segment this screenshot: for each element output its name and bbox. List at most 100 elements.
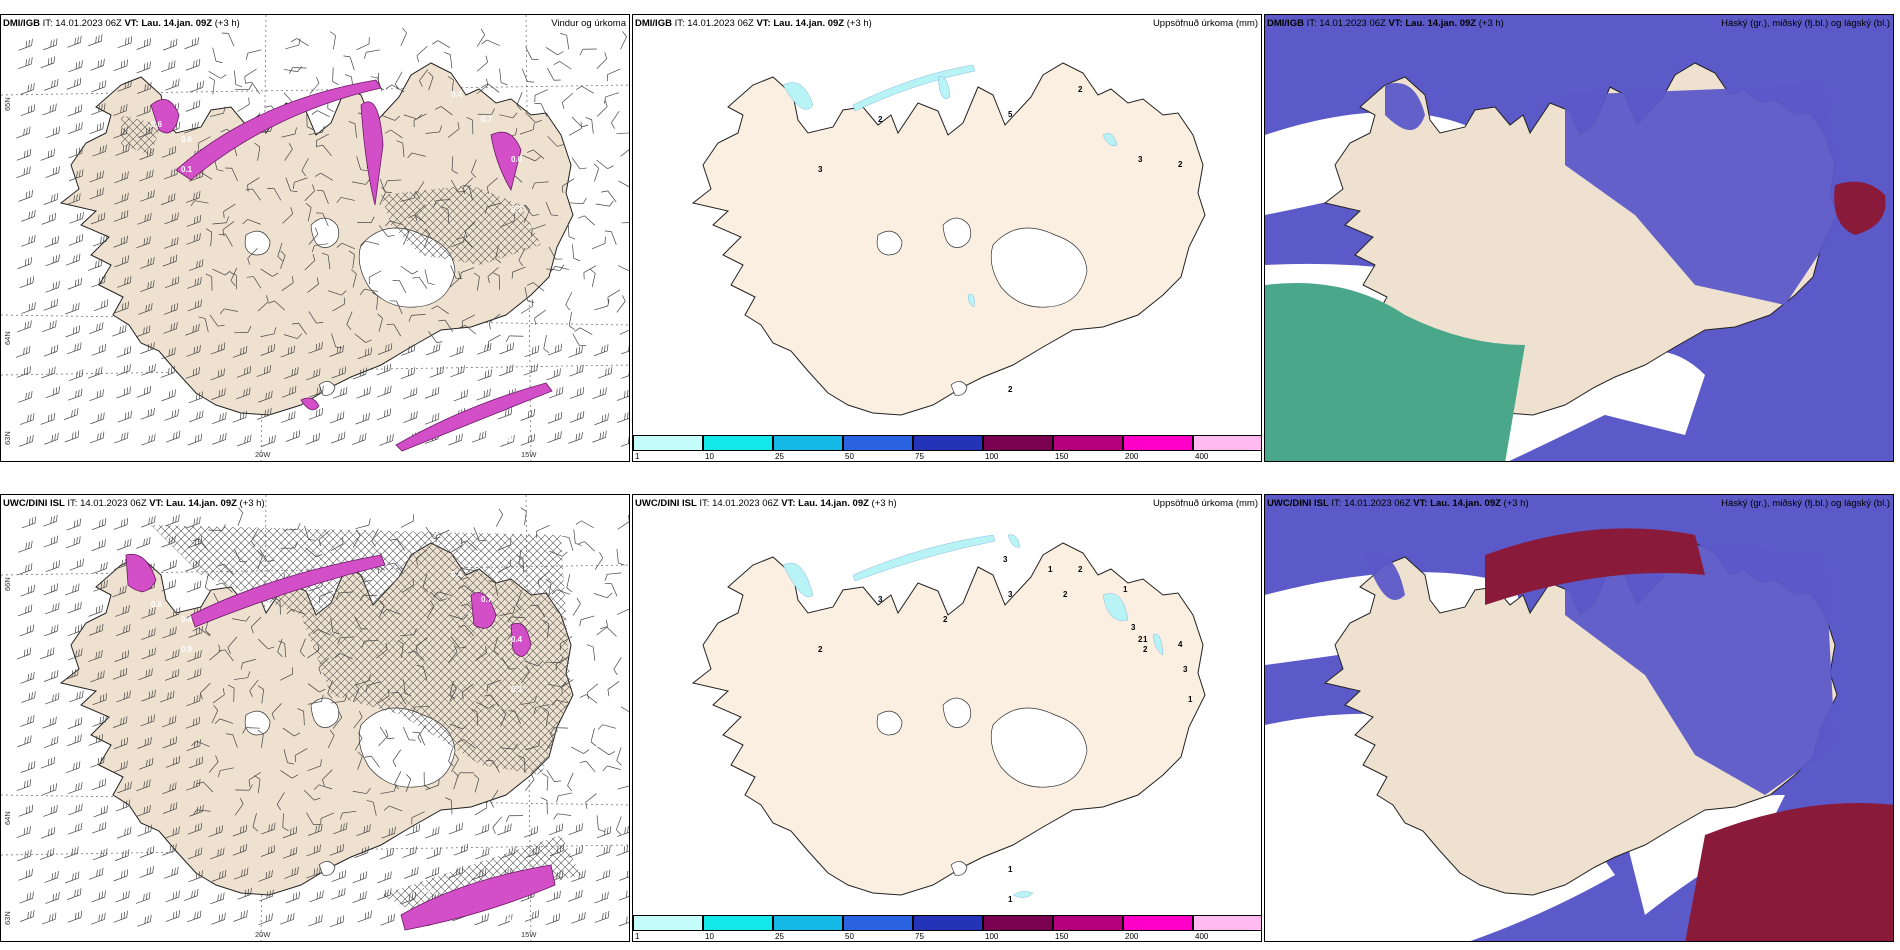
vt-label: VT: — [1413, 498, 1428, 509]
valid-time: Lau. 14.jan. 09Z — [141, 18, 213, 29]
model-name: DMI/IGB — [1267, 18, 1304, 29]
lat-tick: 63N — [3, 911, 12, 925]
model-name: UWC/DINI ISL — [1267, 498, 1329, 509]
value-label: 5 — [1008, 110, 1013, 119]
model-name: UWC/DINI ISL — [635, 498, 697, 509]
lead-time: (+3 h) — [871, 498, 897, 509]
lon-tick: 15W — [521, 930, 537, 939]
model-name: DMI/IGB — [3, 18, 40, 29]
value-label: 3 — [1138, 155, 1143, 164]
colorbar-swatch — [773, 435, 843, 451]
value-label: 0.1 — [181, 165, 193, 174]
lat-tick: 63N — [3, 431, 12, 445]
panel-title: Háský (gr.), miðský (fj.bl.) og lágský (… — [1721, 18, 1890, 29]
vt-label: VT: — [781, 498, 796, 509]
map-panel-1: DMI/IGB IT: 14.01.2023 06Z VT: Lau. 14.j… — [0, 14, 630, 462]
colorbar-swatch — [1123, 915, 1193, 931]
panel-header: UWC/DINI ISL IT: 14.01.2023 06Z VT: Lau.… — [635, 498, 897, 509]
colorbar-label: 25 — [775, 932, 784, 941]
precip-band — [190, 554, 386, 628]
colorbar-swatch — [983, 435, 1053, 451]
colorbar-label: 100 — [985, 452, 999, 461]
map-panel-3: DMI/IGB IT: 14.01.2023 06Z VT: Lau. 14.j… — [1264, 14, 1894, 462]
panel-header: DMI/IGB IT: 14.01.2023 06Z VT: Lau. 14.j… — [1267, 18, 1504, 29]
map-panel-2: DMI/IGB IT: 14.01.2023 06Z VT: Lau. 14.j… — [632, 14, 1262, 462]
init-time: 14.01.2023 06Z — [80, 498, 147, 509]
panel-title: Uppsöfnuð úrkoma (mm) — [1152, 18, 1258, 29]
lon-tick: 15W — [521, 450, 537, 459]
iceland-landmass — [59, 62, 574, 416]
value-label: 2 — [1078, 85, 1083, 94]
it-label: IT: — [42, 18, 53, 29]
value-label: 0.6 — [181, 135, 193, 144]
colorbar-label: 150 — [1055, 452, 1069, 461]
colorbar-swatch — [843, 915, 913, 931]
mid-cloud-area — [1685, 803, 1893, 941]
precip-band — [125, 553, 157, 592]
value-label: 0.4 — [451, 570, 463, 579]
precip-area — [1012, 891, 1034, 898]
low-cloud-area — [1265, 283, 1525, 461]
colorbar-swatch — [703, 915, 773, 931]
panel-header: UWC/DINI ISL IT: 14.01.2023 06Z VT: Lau.… — [1267, 498, 1529, 509]
precip-area — [852, 534, 996, 582]
cloud-cover — [1385, 83, 1425, 130]
value-label: 1 — [1008, 865, 1013, 874]
value-label: 2 — [1143, 645, 1148, 654]
valid-time: Lau. 14.jan. 09Z — [798, 498, 869, 509]
value-label: 3 — [878, 595, 883, 604]
it-label: IT: — [674, 18, 685, 29]
value-label: 2 — [1008, 385, 1013, 394]
map-panel-5: UWC/DINI ISL IT: 14.01.2023 06Z VT: Lau.… — [632, 494, 1262, 942]
panel-title: Vindur og úrkoma — [551, 18, 626, 29]
valid-time: Lau. 14.jan. 09Z — [1405, 18, 1477, 29]
mid-cloud-area — [1485, 528, 1705, 605]
map-panel-6: UWC/DINI ISL IT: 14.01.2023 06Z VT: Lau.… — [1264, 494, 1894, 942]
cloud-cover — [1365, 553, 1405, 600]
map-panel-4: UWC/DINI ISL IT: 14.01.2023 06Z VT: Lau.… — [0, 494, 630, 942]
value-label: 0.9 — [421, 405, 433, 414]
colorbar-label: 50 — [845, 452, 854, 461]
value-label: 2 — [818, 645, 823, 654]
panel-header: UWC/DINI ISL IT: 14.01.2023 06Z VT: Lau.… — [3, 498, 265, 509]
map-canvas — [1265, 495, 1893, 941]
lead-time: (+3 h) — [239, 498, 265, 509]
precip-band — [175, 79, 382, 181]
precip-band — [470, 592, 497, 629]
mid-cloud-area — [1834, 181, 1886, 235]
lon-tick: 20W — [255, 450, 271, 459]
value-label: 0.7 — [511, 205, 523, 214]
precip-area — [967, 294, 975, 308]
colorbar-swatch — [1123, 435, 1193, 451]
colorbar-label: 100 — [985, 932, 999, 941]
lat-tick: 64N — [3, 331, 12, 345]
value-label: 0.4 — [181, 615, 193, 624]
vt-label: VT: — [756, 18, 771, 29]
hatched-precip-area — [381, 835, 581, 915]
map-canvas — [633, 495, 1261, 941]
valid-time: Lau. 14.jan. 09Z — [166, 498, 237, 509]
cloud-cover — [1565, 85, 1845, 305]
colorbar-swatch — [1193, 915, 1261, 931]
value-label: 2 — [1138, 635, 1143, 644]
clear-sky-area — [1565, 351, 1705, 435]
colorbar-swatch — [843, 435, 913, 451]
colorbar-label: 150 — [1055, 932, 1069, 941]
precip-area — [937, 76, 951, 99]
precip-band — [510, 622, 532, 657]
value-label: 0.4 — [441, 815, 453, 824]
colorbar-swatch — [703, 435, 773, 451]
map-canvas — [1265, 15, 1893, 461]
colorbar-swatch — [633, 915, 703, 931]
map-canvas — [1, 495, 629, 941]
precip-band — [400, 864, 556, 931]
value-label: 3 — [1183, 665, 1188, 674]
value-label: 4 — [1178, 640, 1183, 649]
value-label: 0.6 — [151, 600, 163, 609]
colorbar-label: 400 — [1195, 452, 1209, 461]
lon-tick: 20W — [255, 930, 271, 939]
colorbar-label: 75 — [915, 932, 924, 941]
model-name: UWC/DINI ISL — [3, 498, 65, 509]
colorbar-swatch — [773, 915, 843, 931]
value-label: 0.4 — [501, 915, 513, 924]
